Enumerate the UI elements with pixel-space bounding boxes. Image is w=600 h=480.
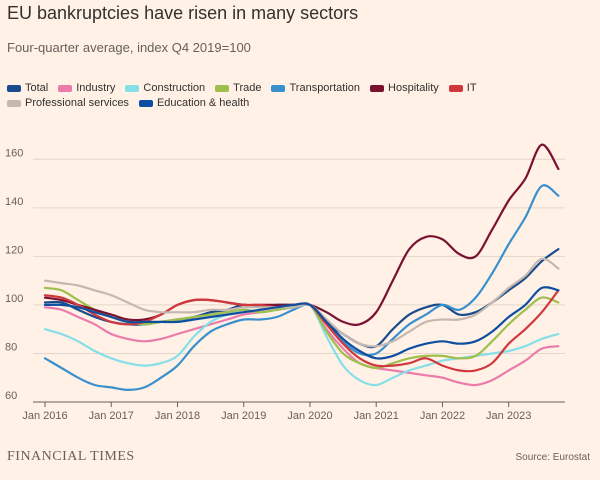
series-line-professional-services — [43, 257, 560, 348]
legend-label: Professional services — [25, 97, 129, 109]
legend-swatch — [448, 84, 463, 92]
legend-label: Education & health — [156, 97, 250, 109]
x-tick-label: Jan 2016 — [22, 410, 67, 422]
chart-title: EU bankruptcies have risen in many secto… — [7, 3, 359, 23]
legend-swatch — [125, 84, 140, 92]
y-tick-label: 140 — [5, 196, 23, 208]
legend-swatch — [271, 84, 286, 92]
y-tick-label: 160 — [5, 147, 23, 159]
legend-item-trade: Trade — [215, 81, 261, 95]
legend-swatch — [7, 84, 21, 92]
x-tick-label: Jan 2019 — [221, 410, 266, 422]
series-line-it — [43, 289, 560, 373]
y-tick-label: 60 — [5, 390, 17, 402]
brand-logo-text: FINANCIAL TIMES — [7, 449, 135, 464]
legend-label: Trade — [233, 82, 262, 94]
legend-swatch — [138, 99, 153, 107]
legend-swatch — [215, 84, 230, 92]
legend-swatch — [58, 84, 73, 92]
y-tick-label: 120 — [5, 244, 23, 256]
legend-item-construction: Construction — [125, 81, 205, 95]
legend-label: Transportation — [289, 82, 361, 94]
series-line-education-health — [43, 286, 560, 360]
series-line-industry — [43, 302, 560, 387]
legend-label: IT — [466, 82, 477, 94]
y-tick-label: 100 — [5, 293, 23, 305]
legend-item-total: Total — [7, 81, 48, 95]
legend-swatch — [7, 99, 21, 107]
legend-item-transportation: Transportation — [271, 81, 360, 95]
x-tick-label: Jan 2022 — [420, 410, 465, 422]
x-tick-label: Jan 2017 — [89, 410, 134, 422]
series-line-construction — [43, 302, 560, 387]
legend-item-industry: Industry — [58, 81, 115, 95]
x-tick-label: Jan 2018 — [155, 410, 200, 422]
series-line-hospitality — [43, 143, 560, 326]
series-line-total — [43, 248, 560, 349]
chart-legend: Total Industry Construction Trade Transporta… — [7, 81, 487, 110]
legend-label: Construction — [143, 82, 206, 94]
legend-label: Hospitality — [388, 82, 439, 94]
legend-item-it: IT — [448, 81, 477, 95]
legend-label: Industry — [76, 82, 116, 94]
y-tick-label: 80 — [5, 341, 17, 353]
x-tick-label: Jan 2023 — [486, 410, 531, 422]
legend-item-hospitality: Hospitality — [370, 81, 439, 95]
x-tick-label: Jan 2020 — [287, 410, 332, 422]
legend-item-professional-services: Professional services — [7, 96, 129, 110]
legend-label: Total — [25, 82, 49, 94]
chart-subtitle: Four-quarter average, index Q4 2019=100 — [7, 40, 251, 55]
source-note: Source: Eurostat — [515, 452, 590, 463]
x-tick-label: Jan 2021 — [354, 410, 399, 422]
legend-item-education-health: Education & health — [138, 96, 250, 110]
legend-swatch — [370, 84, 385, 92]
series-line-transportation — [43, 184, 560, 391]
